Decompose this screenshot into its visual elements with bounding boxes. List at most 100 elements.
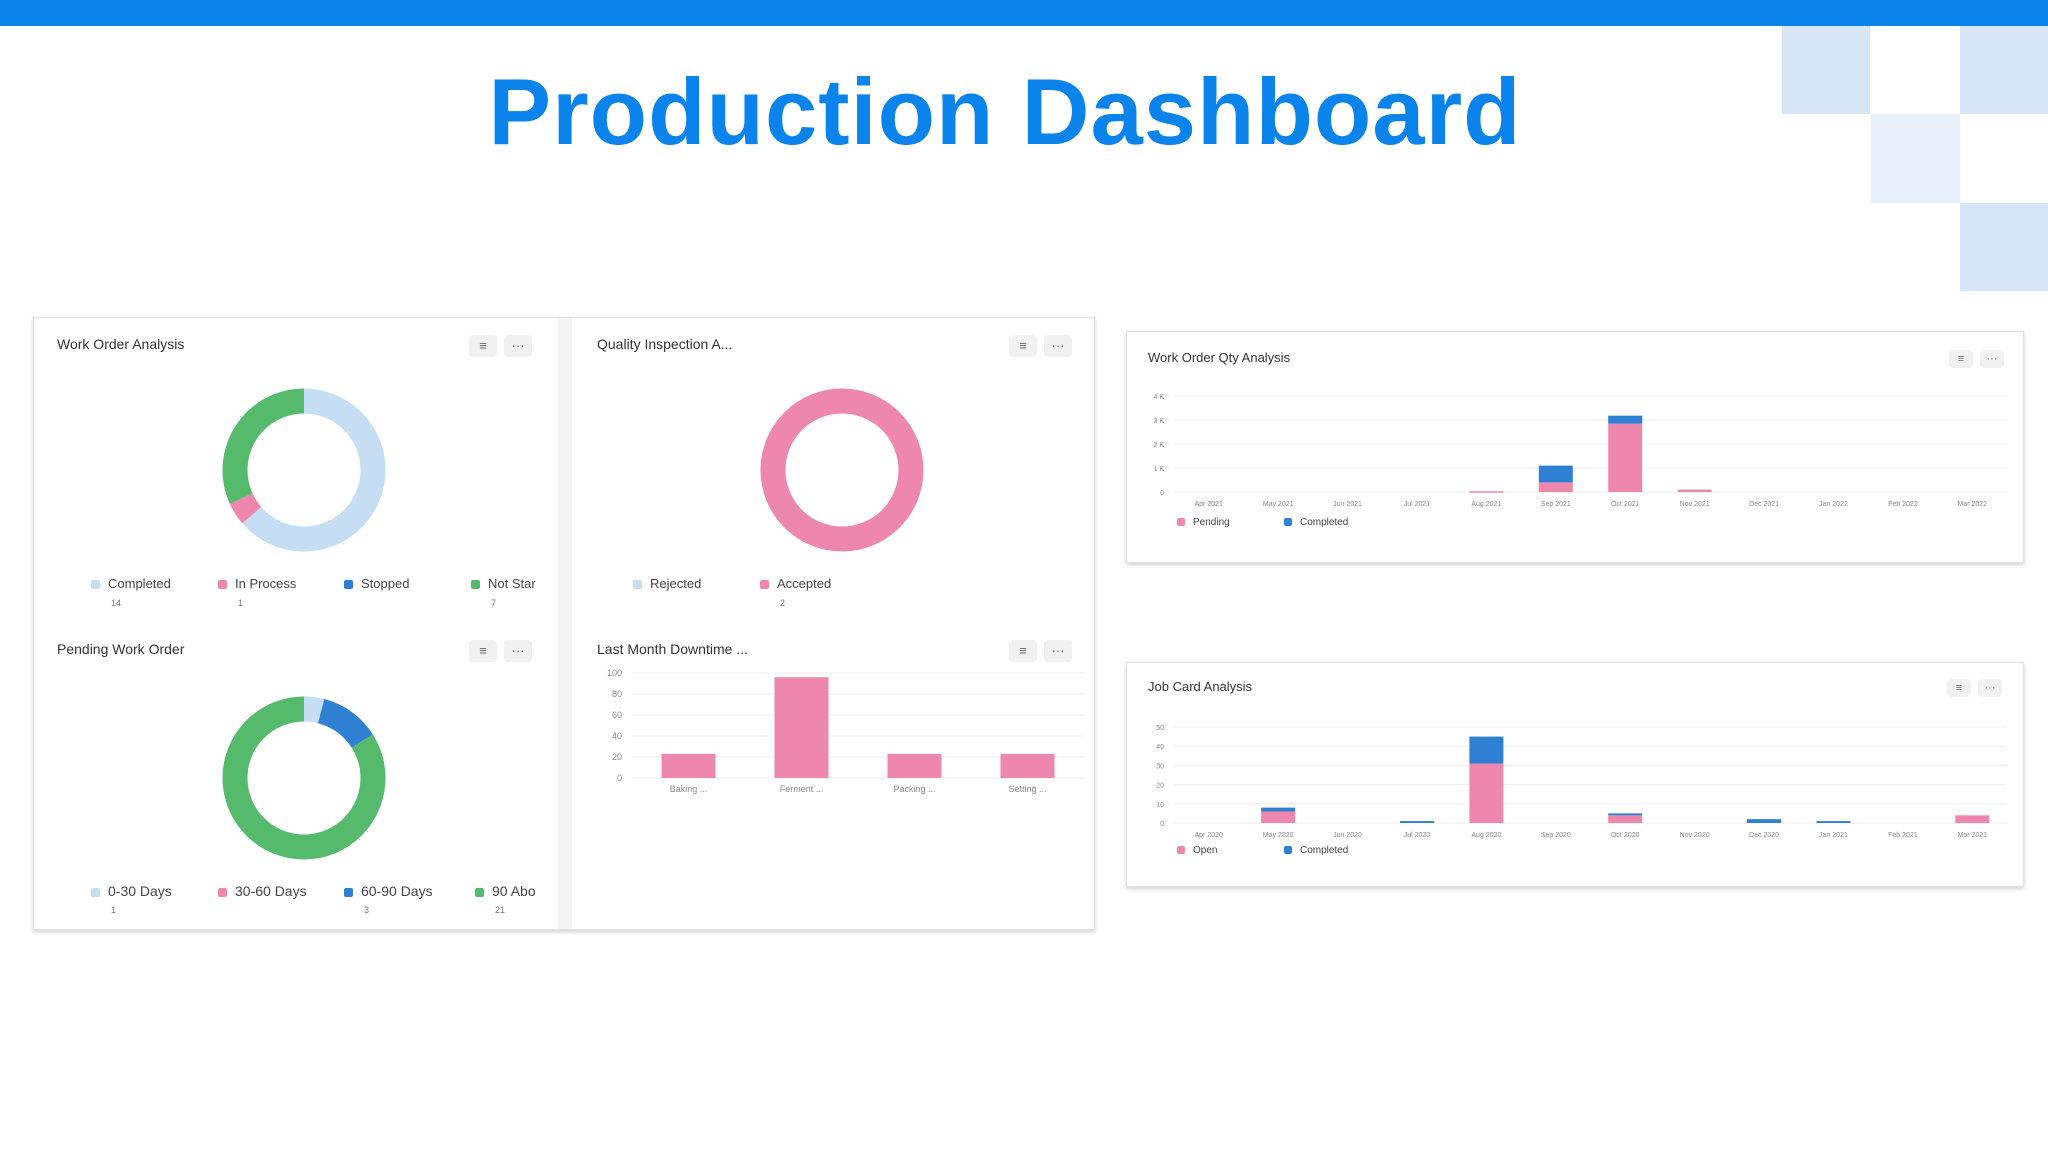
- y-tick-label: 1 K: [1153, 466, 1164, 473]
- bar-chart: 0 20 40 60 80 100 Baking ... Ferment ... Packing…: [607, 668, 1084, 794]
- legend-item[interactable]: 30-60 Days: [218, 883, 307, 899]
- legend-item[interactable]: Pending: [1177, 517, 1230, 528]
- donut-slice[interactable]: [760, 388, 924, 552]
- legend-item[interactable]: 60-90 Days 3: [344, 883, 433, 915]
- card-title: Job Card Analysis: [1148, 679, 1253, 694]
- bar[interactable]: [887, 753, 942, 778]
- x-tick-label: Ferment ...: [780, 784, 824, 794]
- bar[interactable]: [1677, 489, 1712, 492]
- legend-item[interactable]: In Process 1: [218, 576, 296, 608]
- x-tick-label: Jan 2021: [1819, 832, 1848, 839]
- legend-item[interactable]: Stopped: [344, 576, 409, 591]
- y-tick-label: 3 K: [1153, 418, 1164, 425]
- bar[interactable]: [1955, 815, 1990, 823]
- x-tick-label: Mar 2022: [1958, 501, 1988, 508]
- y-tick-label: 20: [612, 752, 622, 762]
- more-icon[interactable]: ···: [1044, 335, 1072, 357]
- donut-chart: [222, 388, 386, 552]
- filter-icon[interactable]: ≡: [469, 640, 497, 662]
- bar[interactable]: [1261, 811, 1296, 823]
- legend-swatch: [1284, 846, 1292, 855]
- more-icon[interactable]: ···: [1980, 350, 2004, 368]
- card-work-order-qty-analysis: Work Order Qty Analysis ≡ ··· 0 1 K 2 K 3 K…: [1126, 331, 2024, 563]
- bar[interactable]: [1816, 821, 1851, 823]
- filter-icon[interactable]: ≡: [1009, 640, 1037, 662]
- card-quality-inspection: Quality Inspection A... ≡ ··· Rejected A…: [572, 318, 1094, 623]
- legend-swatch: [344, 887, 353, 897]
- x-tick-label: May 2020: [1263, 832, 1294, 839]
- bar[interactable]: [1608, 815, 1643, 823]
- more-icon[interactable]: ···: [1044, 640, 1072, 662]
- legend-swatch: [1284, 518, 1292, 527]
- x-tick-label: Nov 2021: [1680, 501, 1710, 508]
- card-title: Quality Inspection A...: [597, 336, 733, 352]
- filter-icon[interactable]: ≡: [1949, 350, 1973, 368]
- legend-item[interactable]: 90 Abo 21: [475, 883, 536, 915]
- y-tick-label: 40: [612, 731, 622, 741]
- legend-item[interactable]: Completed: [1284, 517, 1348, 528]
- y-tick-label: 2 K: [1153, 442, 1164, 449]
- donut-chart: [222, 696, 386, 860]
- x-tick-label: Jul 2021: [1404, 501, 1431, 508]
- filter-icon[interactable]: ≡: [469, 335, 497, 357]
- x-tick-label: Apr 2020: [1194, 832, 1223, 839]
- bar[interactable]: [1399, 821, 1434, 823]
- x-tick-label: Aug 2020: [1471, 832, 1501, 839]
- more-icon[interactable]: ···: [1978, 679, 2002, 697]
- legend-swatch: [91, 887, 100, 897]
- legend-item[interactable]: Open: [1177, 845, 1217, 856]
- donut-chart: [760, 388, 924, 552]
- legend-row: Completed 14 In Process 1 Stopped Not Star…: [34, 318, 558, 623]
- x-tick-label: Feb 2022: [1888, 501, 1918, 508]
- page-title: Production Dashboard: [488, 59, 1522, 164]
- donut-slice[interactable]: [222, 696, 386, 860]
- bar[interactable]: [1261, 807, 1296, 812]
- donut-slice[interactable]: [222, 388, 386, 552]
- y-tick-label: 0: [1160, 490, 1164, 497]
- bar[interactable]: [1538, 465, 1573, 483]
- legend-item[interactable]: Completed 14: [91, 576, 171, 608]
- legend-item[interactable]: Completed: [1284, 845, 1348, 856]
- y-tick-label: 40: [1156, 744, 1164, 751]
- card-work-order-analysis: Work Order Analysis ≡ ··· Completed 14 In…: [34, 318, 558, 623]
- bar[interactable]: [1469, 736, 1504, 764]
- card-title: Pending Work Order: [57, 641, 185, 657]
- column-divider: [558, 318, 572, 929]
- legend-swatch: [475, 887, 484, 897]
- card-job-card-analysis: Job Card Analysis ≡ ··· 0 10 20 30 40 50 Apr 2…: [1126, 662, 2024, 887]
- x-tick-label: Sep 2020: [1541, 832, 1571, 839]
- bar[interactable]: [1538, 482, 1573, 492]
- y-tick-label: 60: [612, 710, 622, 720]
- bar[interactable]: [1469, 763, 1504, 823]
- bar[interactable]: [1000, 753, 1055, 778]
- bar[interactable]: [774, 677, 829, 778]
- y-tick-label: 100: [607, 668, 622, 678]
- bar[interactable]: [1469, 491, 1504, 493]
- bar[interactable]: [1608, 813, 1643, 816]
- x-tick-label: May 2021: [1263, 501, 1294, 508]
- y-tick-label: 20: [1156, 783, 1164, 790]
- legend-item[interactable]: Rejected: [633, 576, 701, 591]
- legend-item[interactable]: Accepted 2: [760, 576, 831, 608]
- x-tick-label: Baking ...: [670, 784, 708, 794]
- y-tick-label: 30: [1156, 763, 1164, 770]
- more-icon[interactable]: ···: [504, 335, 532, 357]
- legend-swatch: [344, 580, 353, 590]
- x-tick-label: Oct 2021: [1611, 501, 1640, 508]
- card-title: Work Order Analysis: [57, 336, 185, 352]
- bar[interactable]: [661, 753, 716, 778]
- legend-item[interactable]: 0-30 Days 1: [91, 883, 172, 915]
- filter-icon[interactable]: ≡: [1947, 679, 1971, 697]
- x-tick-label: Oct 2020: [1611, 832, 1640, 839]
- bar[interactable]: [1747, 819, 1782, 823]
- legend-item[interactable]: Not Star 7: [471, 576, 536, 608]
- filter-icon[interactable]: ≡: [1009, 335, 1037, 357]
- x-tick-label: Jan 2022: [1819, 501, 1848, 508]
- legend-swatch: [471, 580, 480, 590]
- x-tick-label: Mar 2021: [1958, 832, 1988, 839]
- more-icon[interactable]: ···: [504, 640, 532, 662]
- bar[interactable]: [1608, 423, 1643, 492]
- decor-square: [1960, 26, 2048, 114]
- x-tick-label: Jun 2020: [1333, 832, 1362, 839]
- bar[interactable]: [1608, 415, 1643, 424]
